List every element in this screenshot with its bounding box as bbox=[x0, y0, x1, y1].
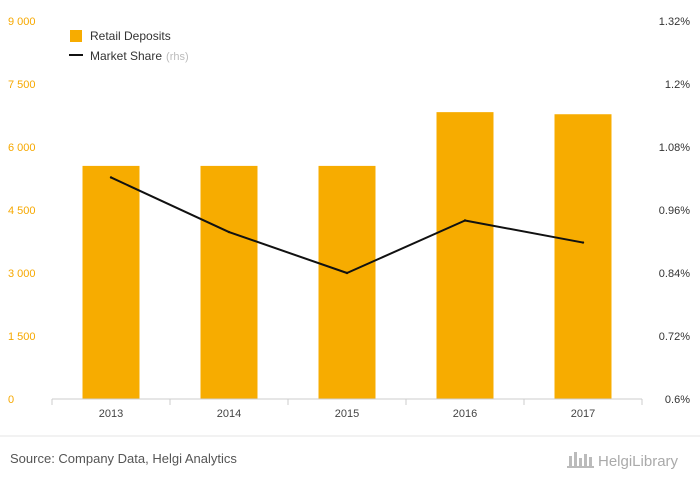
left-tick-label: 0 bbox=[8, 394, 14, 406]
x-tick-label: 2016 bbox=[453, 408, 477, 420]
x-axis-ticks: 2013 2014 2015 2016 2017 bbox=[51, 399, 643, 420]
left-tick-label: 6 000 bbox=[8, 142, 36, 154]
line-point-2016 bbox=[463, 219, 467, 222]
x-tick-label: 2015 bbox=[335, 408, 359, 420]
bar-2017 bbox=[554, 114, 612, 400]
line-point-2017 bbox=[581, 241, 585, 244]
right-tick-label: 0.84% bbox=[659, 268, 690, 280]
right-tick-label: 1.2% bbox=[665, 79, 690, 91]
source-text: Source: Company Data, Helgi Analytics bbox=[10, 451, 237, 466]
x-tick-label: 2017 bbox=[571, 408, 595, 420]
legend-label-line: Market Share (rhs) bbox=[90, 49, 189, 63]
left-tick-label: 7 500 bbox=[8, 79, 36, 91]
bar-2013 bbox=[82, 165, 140, 399]
left-tick-label: 4 500 bbox=[8, 205, 36, 217]
legend-label-bar: Retail Deposits bbox=[90, 29, 171, 43]
bar-2016 bbox=[436, 112, 494, 399]
line-point-2015 bbox=[345, 271, 349, 275]
x-tick-label: 2014 bbox=[217, 408, 241, 420]
line-point-2014 bbox=[227, 230, 231, 234]
left-tick-label: 9 000 bbox=[8, 16, 36, 28]
logo-text: HelgiLibrary bbox=[598, 453, 679, 470]
legend-swatch-bar bbox=[70, 30, 82, 42]
line-group bbox=[109, 176, 585, 275]
bar-2014 bbox=[200, 165, 258, 399]
bar-2015 bbox=[318, 165, 376, 399]
left-tick-label: 1 500 bbox=[8, 331, 36, 343]
right-tick-label: 0.72% bbox=[659, 331, 690, 343]
bars-group bbox=[82, 112, 612, 400]
left-axis-ticks: 0 1 500 3 000 4 500 6 000 7 500 9 000 bbox=[8, 16, 36, 406]
right-tick-label: 0.96% bbox=[659, 205, 690, 217]
x-tick-label: 2013 bbox=[99, 408, 123, 420]
legend: Retail Deposits Market Share (rhs) bbox=[69, 29, 189, 63]
right-axis-ticks: 0.6% 0.72% 0.84% 0.96% 1.08% 1.2% 1.32% bbox=[659, 16, 690, 406]
line-point-2013 bbox=[109, 176, 113, 179]
right-tick-label: 0.6% bbox=[665, 394, 690, 406]
legend-line-name: Market Share bbox=[90, 49, 162, 63]
legend-line-suffix: (rhs) bbox=[166, 51, 189, 63]
logo-icon bbox=[567, 452, 594, 468]
left-tick-label: 3 000 bbox=[8, 268, 36, 280]
helgi-logo: HelgiLibrary bbox=[567, 452, 679, 470]
right-tick-label: 1.32% bbox=[659, 16, 690, 28]
right-tick-label: 1.08% bbox=[659, 142, 690, 154]
